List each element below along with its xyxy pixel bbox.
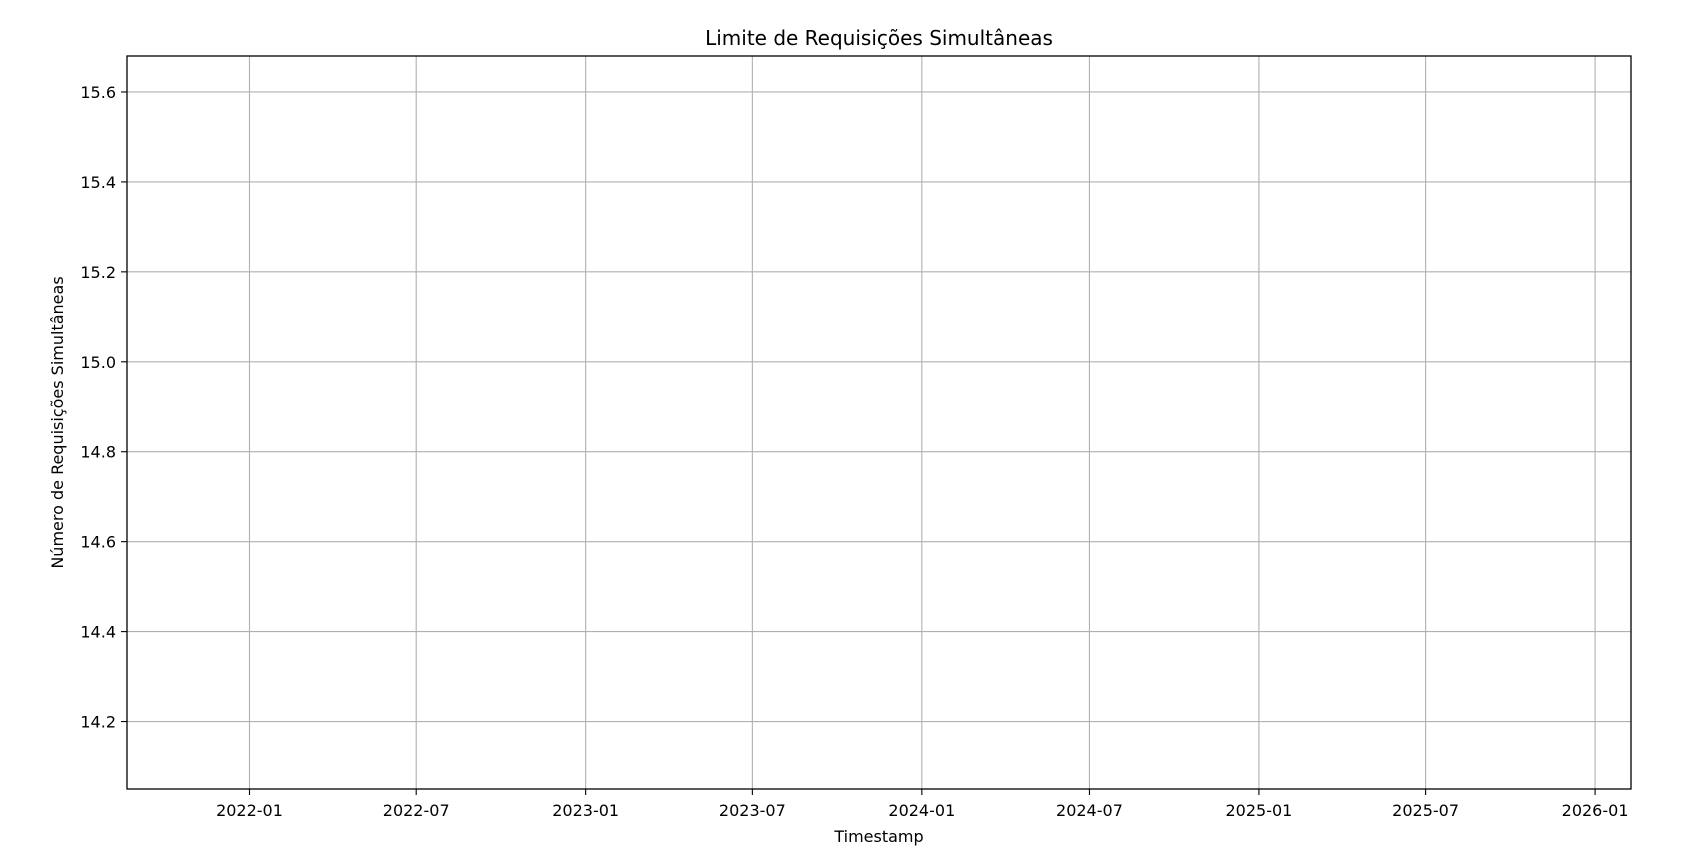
x-tick-label: 2022-01 [216, 801, 283, 820]
x-tick-label: 2026-01 [1562, 801, 1629, 820]
y-tick-label: 14.4 [80, 623, 116, 642]
y-tick-label: 14.8 [80, 443, 116, 462]
y-tick-label: 15.4 [80, 173, 116, 192]
y-tick-label: 15.6 [80, 83, 116, 102]
plot-area-background [127, 56, 1631, 789]
x-tick-label: 2023-07 [719, 801, 786, 820]
y-tick-label: 15.0 [80, 353, 116, 372]
x-tick-label: 2024-01 [888, 801, 955, 820]
x-tick-label: 2025-01 [1225, 801, 1292, 820]
axes-frame [126, 55, 1632, 790]
y-tick-label: 14.6 [80, 533, 116, 552]
y-tick-label: 15.2 [80, 263, 116, 282]
y-axis-label: Número de Requisições Simultâneas [48, 276, 67, 568]
x-tick-label: 2024-07 [1056, 801, 1123, 820]
chart-title: Limite de Requisições Simultâneas [705, 26, 1053, 50]
grid-lines [127, 56, 1631, 789]
x-tick-label: 2023-01 [552, 801, 619, 820]
x-tick-label: 2022-07 [383, 801, 450, 820]
y-tick-label: 14.2 [80, 713, 116, 732]
axis-ticks: 2022-01 2022-07 2023-01 2023-07 2024-01 2024-… [80, 83, 1628, 820]
x-tick-label: 2025-07 [1392, 801, 1459, 820]
x-axis-label: Timestamp [833, 827, 923, 846]
